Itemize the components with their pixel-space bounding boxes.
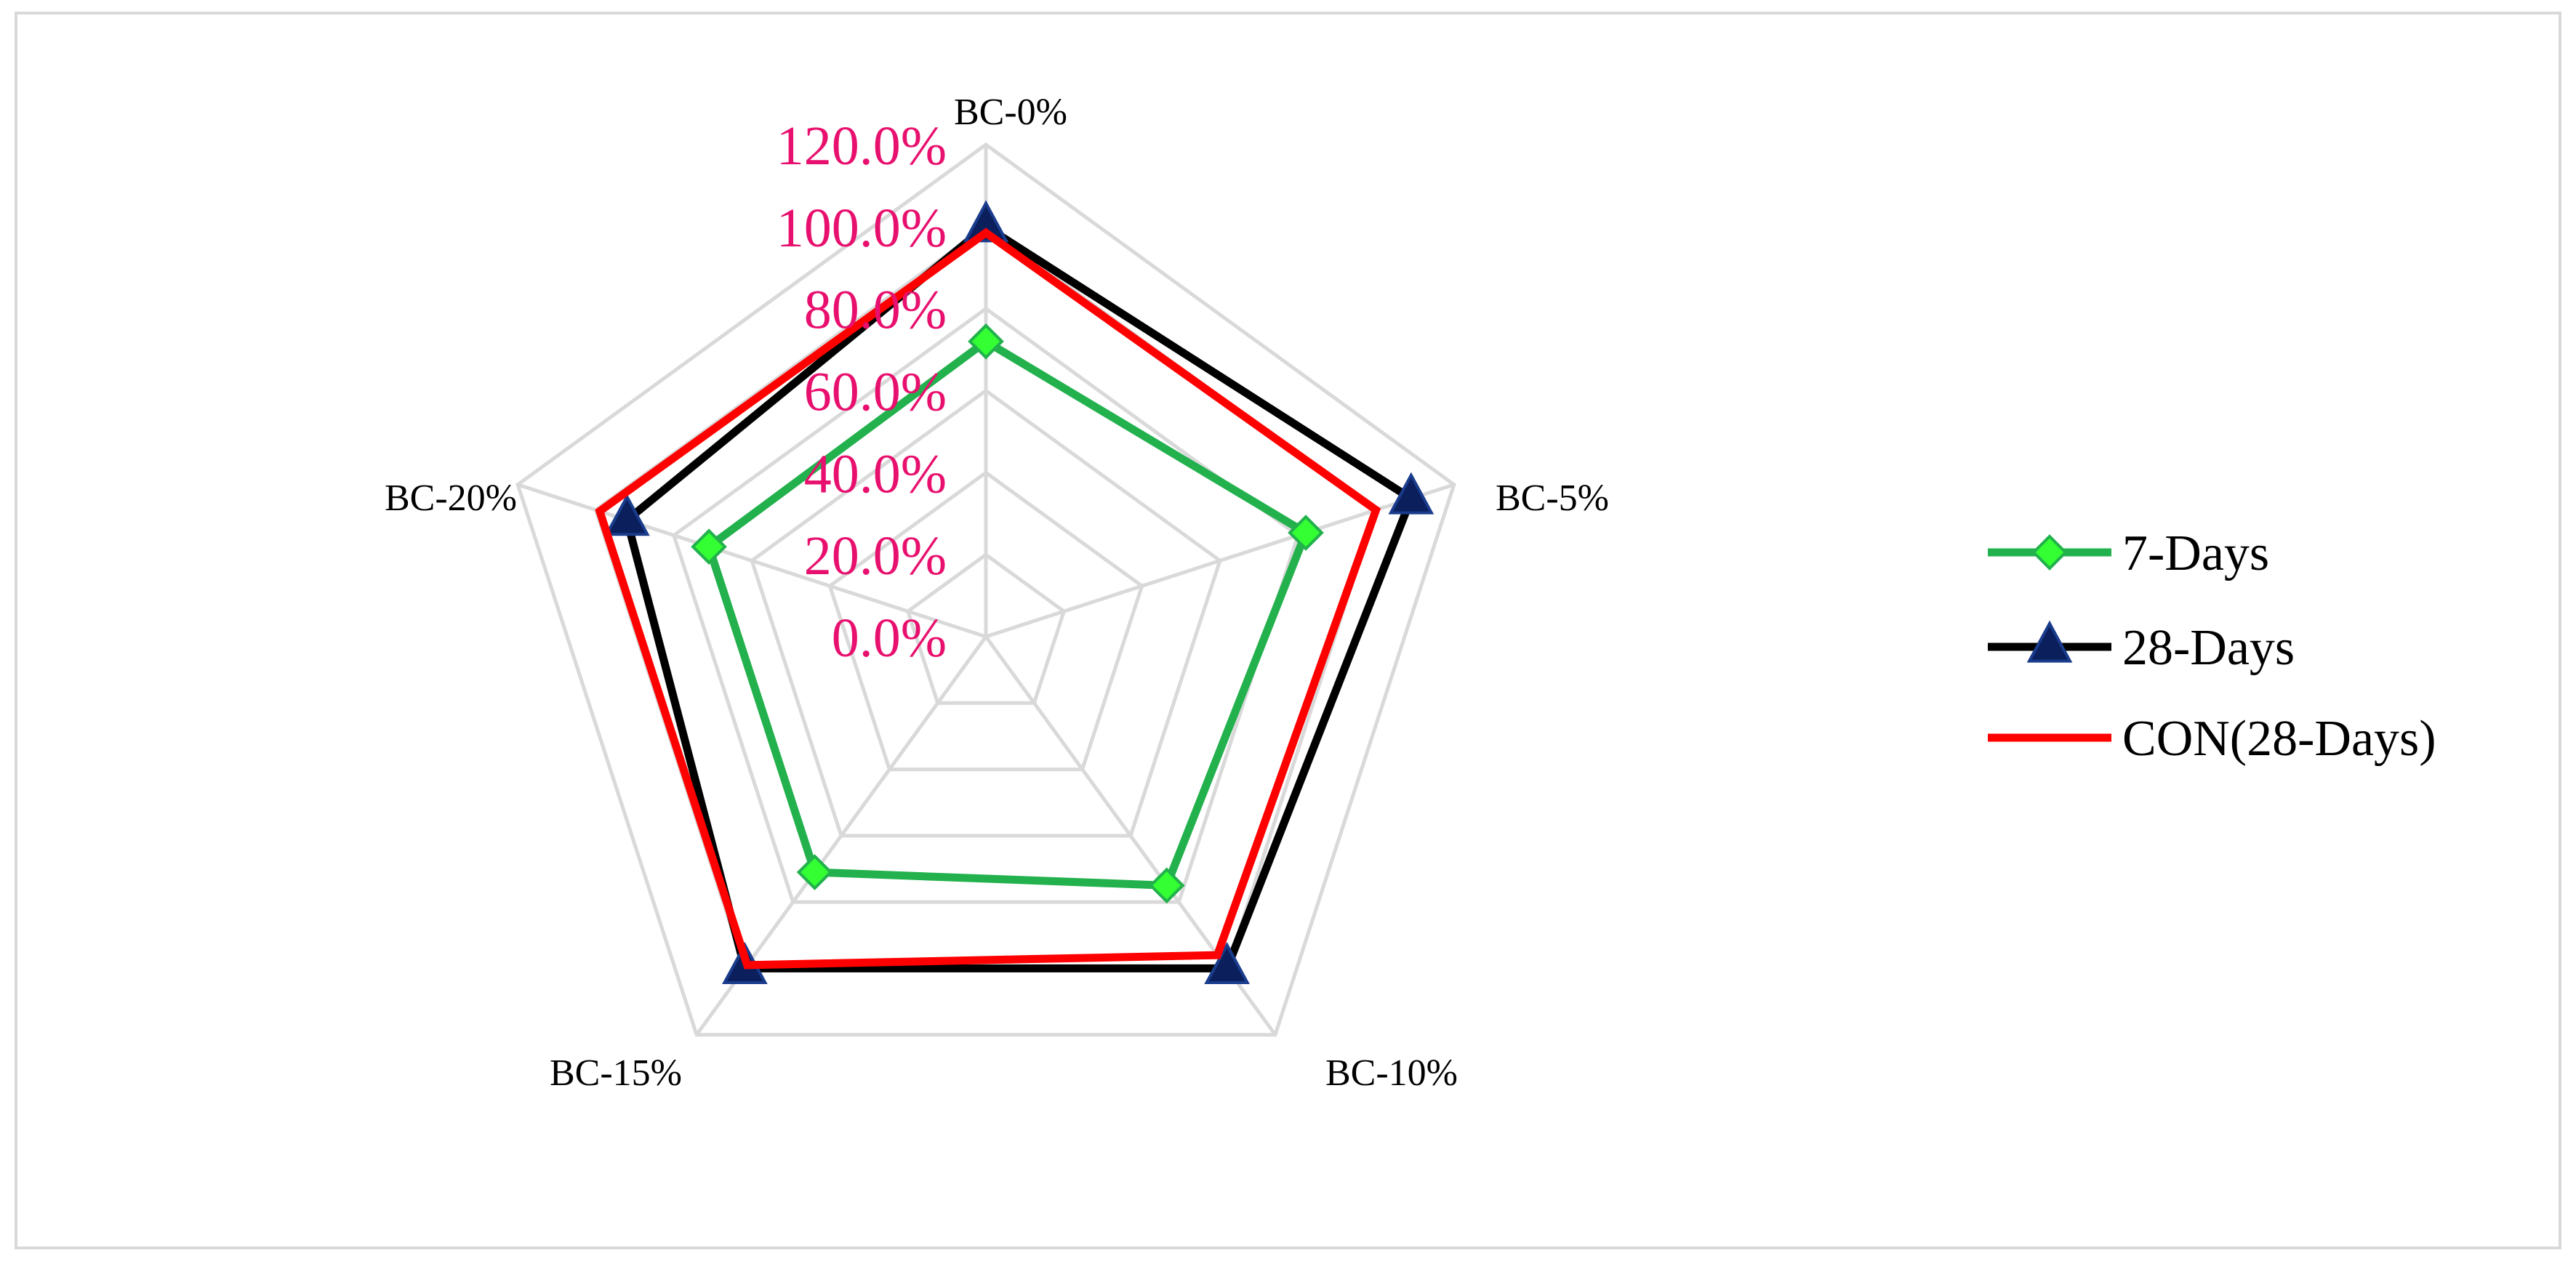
- series-1-point-2: [1204, 942, 1250, 985]
- category-label-0: BC-0%: [954, 92, 1067, 133]
- series-0-point-4: [691, 528, 727, 565]
- tick-label-2: 40.0%: [804, 443, 947, 504]
- grid-ring-3: [750, 388, 1222, 838]
- tick-label-6: 120.0%: [777, 116, 947, 177]
- category-label-3: BC-15%: [550, 1052, 682, 1094]
- category-label-1: BC-5%: [1496, 478, 1609, 519]
- radar-chart: 0.0% 20.0% 40.0% 60.0% 80.0% 100.0% 120.0% BC-…: [385, 92, 2436, 1094]
- tick-label-5: 100.0%: [777, 198, 947, 259]
- series-0-point-1: [1288, 515, 1324, 551]
- series-1-point-4: [604, 493, 650, 536]
- series-line-2: [595, 227, 1381, 970]
- radar-tick-labels: 0.0% 20.0% 40.0% 60.0% 80.0% 100.0% 120.0%: [777, 116, 947, 669]
- legend-label-1: 28-Days: [2122, 620, 2295, 676]
- radar-series: [595, 200, 1435, 985]
- series-line-1: [622, 222, 1416, 972]
- legend-marker-0: [2031, 534, 2068, 571]
- legend-label-2: CON(28-Days): [2122, 711, 2436, 767]
- grid-ring-1: [905, 552, 1067, 705]
- series-line-0: [704, 337, 1311, 890]
- radar-category-labels: BC-0% BC-5% BC-10% BC-15% BC-20%: [385, 92, 1609, 1094]
- tick-label-4: 80.0%: [804, 280, 947, 341]
- tick-label-3: 60.0%: [804, 362, 947, 423]
- legend-marker-1: [2026, 620, 2073, 663]
- legend: 7-Days 28-Days CON(28-Days): [1988, 525, 2436, 767]
- series-1-point-0: [963, 200, 1009, 243]
- category-label-2: BC-10%: [1325, 1052, 1458, 1094]
- series-1-point-1: [1388, 472, 1435, 515]
- grid-ring-2: [827, 470, 1144, 772]
- tick-label-0: 0.0%: [832, 608, 947, 669]
- series-0-point-3: [796, 854, 833, 890]
- legend-label-0: 7-Days: [2122, 525, 2269, 581]
- grid-ring-6: [515, 142, 1456, 1037]
- tick-label-1: 20.0%: [804, 525, 947, 587]
- radar-grid: [515, 142, 1456, 1037]
- category-label-4: BC-20%: [385, 478, 517, 519]
- series-0-point-0: [968, 323, 1004, 360]
- series-0-point-2: [1148, 867, 1185, 904]
- chart-frame: 0.0% 20.0% 40.0% 60.0% 80.0% 100.0% 120.0% BC-…: [15, 12, 2561, 1249]
